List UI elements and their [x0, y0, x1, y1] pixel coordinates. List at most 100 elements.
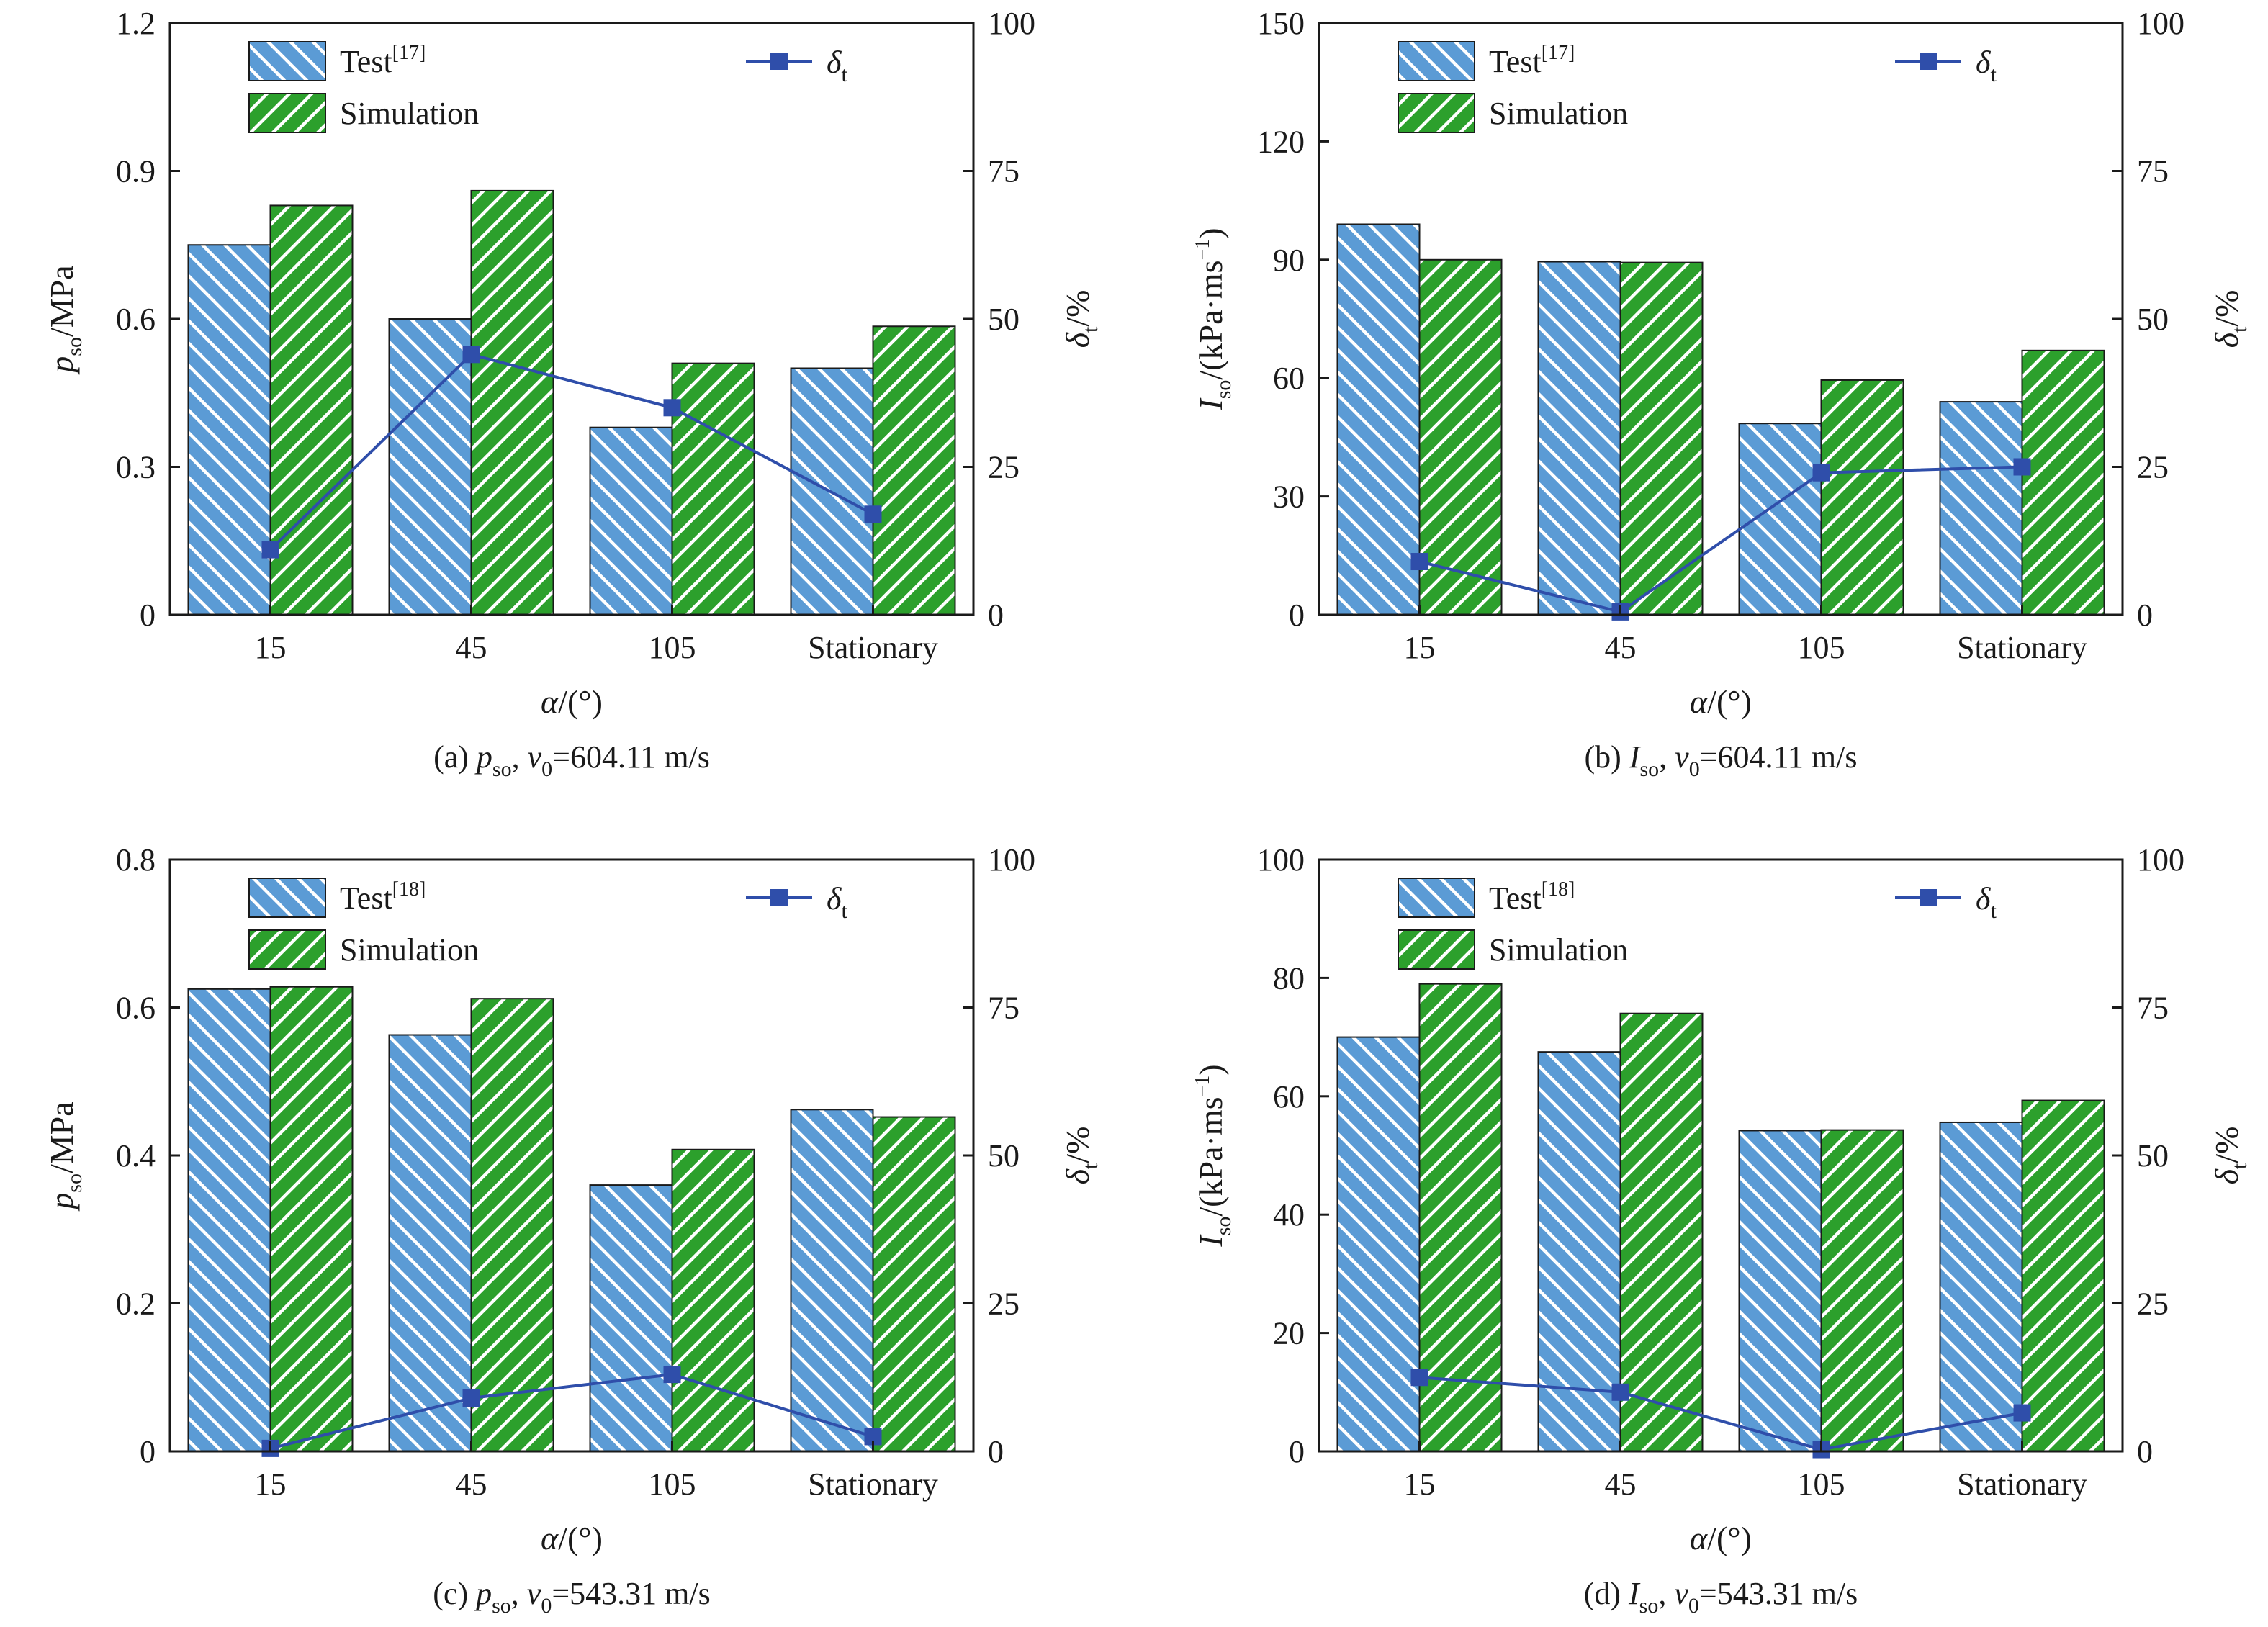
simulation-bar-15: [1418, 258, 1503, 616]
legend-swatch-simulation: [248, 93, 326, 133]
y2-tick-label: 25: [988, 450, 1020, 485]
chart-panel-a: 0 0.3 0.6 0.9 1.2 0 25 50 75 100 15 45 105 Stationary…: [43, 6, 1102, 781]
simulation-bar-15: [269, 986, 354, 1452]
panel-caption: (d) Iso, v0=543.31 m/s: [1584, 1576, 1858, 1618]
y2-tick-label: 100: [2137, 842, 2184, 878]
y-tick-label: 0.3: [116, 450, 156, 485]
panel-caption: (b) Iso, v0=604.11 m/s: [1585, 739, 1858, 781]
simulation-bar-15: [269, 204, 354, 616]
y2-axis-label: δt/%: [2208, 1127, 2251, 1185]
delta-marker-15: [1410, 553, 1428, 571]
test-bar-15: [1336, 223, 1421, 616]
legend-marker-delta: [1920, 53, 1937, 70]
y-axis-label: pso/MPa: [43, 265, 86, 374]
y-tick-label: 150: [1257, 6, 1305, 41]
y2-axis-label: δt/%: [1059, 290, 1102, 348]
y-tick-label: 20: [1273, 1316, 1305, 1351]
y-tick-label: 0: [1289, 1434, 1305, 1469]
y2-tick-label: 100: [988, 6, 1035, 41]
y-tick-label: 0.2: [116, 1286, 156, 1322]
legend-swatch-simulation: [248, 929, 326, 970]
y2-axis-label: δt/%: [1059, 1127, 1102, 1185]
legend-label-test: Test[17]: [1489, 42, 1575, 79]
y-tick-label: 120: [1257, 124, 1305, 159]
x-tick-label: 105: [649, 1466, 696, 1502]
test-bar-stationary: [1939, 1121, 2023, 1453]
simulation-bar-45: [470, 189, 554, 616]
y-axis-label: Iso/(kPa·ms−1): [1192, 227, 1236, 410]
delta-marker-45: [462, 1389, 480, 1407]
y-tick-label: 0: [140, 1434, 156, 1469]
delta-marker-15: [261, 541, 279, 559]
delta-marker-105: [663, 399, 681, 417]
x-tick-label: 15: [1404, 630, 1436, 665]
test-bar-15: [187, 988, 271, 1452]
chart-panel-d: 0 20 40 60 80 100 0 25 50 75 100 15 45 105 Stationary α…: [1192, 842, 2251, 1618]
y-tick-label: 0.4: [116, 1138, 156, 1173]
simulation-bar-45: [470, 998, 554, 1453]
x-tick-label: 45: [456, 630, 487, 665]
simulation-bar-stationary: [2021, 1099, 2105, 1452]
delta-marker-45: [1611, 1383, 1629, 1401]
legend-label-delta: δt: [827, 45, 847, 86]
delta-marker-stationary: [2013, 458, 2031, 476]
panel-caption: (c) pso, v0=543.31 m/s: [433, 1576, 710, 1618]
test-bar-105: [1738, 1130, 1822, 1452]
simulation-bar-45: [1619, 261, 1704, 616]
y-tick-label: 0.6: [116, 991, 156, 1026]
test-bar-45: [1537, 1051, 1621, 1452]
legend-marker-delta: [1920, 889, 1937, 906]
y-axis-label: Iso/(kPa·ms−1): [1192, 1064, 1236, 1247]
x-axis-label: α/(°): [1690, 683, 1752, 720]
y2-tick-label: 50: [2137, 302, 2169, 337]
legend-label-delta: δt: [827, 881, 847, 923]
y2-tick-label: 0: [2137, 598, 2153, 633]
x-tick-label: 45: [1605, 1466, 1637, 1502]
test-bar-105: [1738, 423, 1822, 616]
y2-tick-label: 25: [2137, 450, 2169, 485]
x-tick-label: 105: [1798, 630, 1845, 665]
delta-marker-stationary: [2013, 1404, 2031, 1422]
x-tick-label: Stationary: [1957, 630, 2087, 665]
legend-label-delta: δt: [1976, 45, 1997, 86]
simulation-bar-stationary: [2021, 349, 2105, 616]
y-tick-label: 0: [1289, 598, 1305, 633]
simulation-bar-stationary: [872, 1116, 956, 1452]
y-tick-label: 80: [1273, 960, 1305, 996]
test-bar-15: [187, 244, 271, 616]
simulation-bar-105: [671, 1148, 755, 1453]
x-tick-label: Stationary: [808, 630, 938, 665]
test-bar-15: [1336, 1036, 1421, 1452]
legend-marker-delta: [770, 889, 788, 906]
simulation-bar-45: [1619, 1012, 1704, 1452]
y2-tick-label: 50: [988, 1138, 1020, 1173]
test-bar-45: [1537, 261, 1621, 616]
simulation-bar-15: [1418, 983, 1503, 1452]
x-tick-label: Stationary: [1957, 1466, 2087, 1502]
delta-line: [1419, 465, 2022, 614]
panel-caption: (a) pso, v0=604.11 m/s: [433, 739, 710, 781]
y-axis-label: pso/MPa: [43, 1101, 86, 1211]
test-bar-105: [589, 426, 673, 616]
legend-label-simulation: Simulation: [340, 96, 479, 131]
y2-tick-label: 50: [988, 302, 1020, 337]
y2-tick-label: 0: [988, 1434, 1004, 1469]
legend-swatch-simulation: [1398, 929, 1475, 970]
y-tick-label: 0.6: [116, 302, 156, 337]
legend-swatch-test: [248, 878, 326, 918]
x-axis-label: α/(°): [541, 1520, 603, 1556]
y2-tick-label: 100: [988, 842, 1035, 878]
y-tick-label: 30: [1273, 479, 1305, 515]
y-tick-label: 0.9: [116, 154, 156, 189]
y2-tick-label: 50: [2137, 1138, 2169, 1173]
y-tick-label: 0.8: [116, 842, 156, 878]
x-tick-label: 45: [1605, 630, 1637, 665]
legend-label-simulation: Simulation: [340, 932, 479, 968]
y-tick-label: 90: [1273, 243, 1305, 278]
simulation-bar-stationary: [872, 325, 956, 616]
legend-label-delta: δt: [1976, 881, 1997, 923]
chart-panel-c: 0 0.2 0.4 0.6 0.8 0 25 50 75 100 15 45 105 Stationary…: [43, 842, 1102, 1618]
legend-label-simulation: Simulation: [1489, 96, 1628, 131]
y-tick-label: 0: [140, 598, 156, 633]
